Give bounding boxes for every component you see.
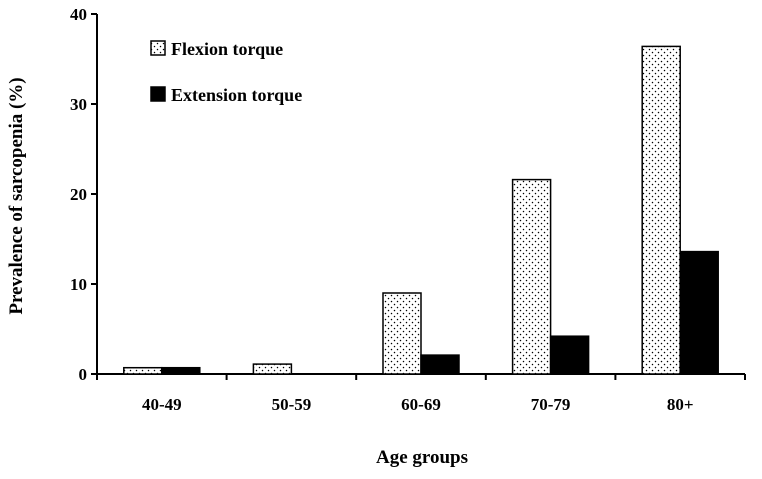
- y-tick-label: 40: [70, 5, 87, 24]
- legend-label-flexion: Flexion torque: [171, 39, 283, 59]
- y-tick-label: 30: [70, 95, 87, 114]
- bar-flexion: [382, 292, 422, 375]
- bar-flexion: [641, 45, 681, 375]
- x-tick-label: 40-49: [142, 395, 182, 414]
- legend-label-extension: Extension torque: [171, 85, 302, 105]
- bar-flexion: [123, 366, 163, 375]
- bar-flexion: [511, 178, 552, 375]
- bar-flexion: [252, 363, 293, 375]
- x-tick-label: 50-59: [272, 395, 312, 414]
- x-tick-label: 70-79: [531, 395, 571, 414]
- y-tick-label: 0: [79, 365, 88, 384]
- x-axis-title: Age groups: [376, 447, 468, 468]
- y-axis-title: Prevalence of sarcopenia (%): [6, 77, 27, 314]
- bar-extension: [161, 366, 201, 375]
- bar-extension: [679, 250, 719, 375]
- legend-swatch-extension: [150, 86, 166, 102]
- x-tick-label: 80+: [667, 395, 694, 414]
- y-tick-label: 10: [70, 275, 87, 294]
- y-tick-label: 20: [70, 185, 87, 204]
- legend-swatch-flexion: [150, 40, 166, 56]
- x-tick-label: 60-69: [401, 395, 441, 414]
- bar-extension: [420, 354, 460, 375]
- bar-extension: [549, 335, 590, 375]
